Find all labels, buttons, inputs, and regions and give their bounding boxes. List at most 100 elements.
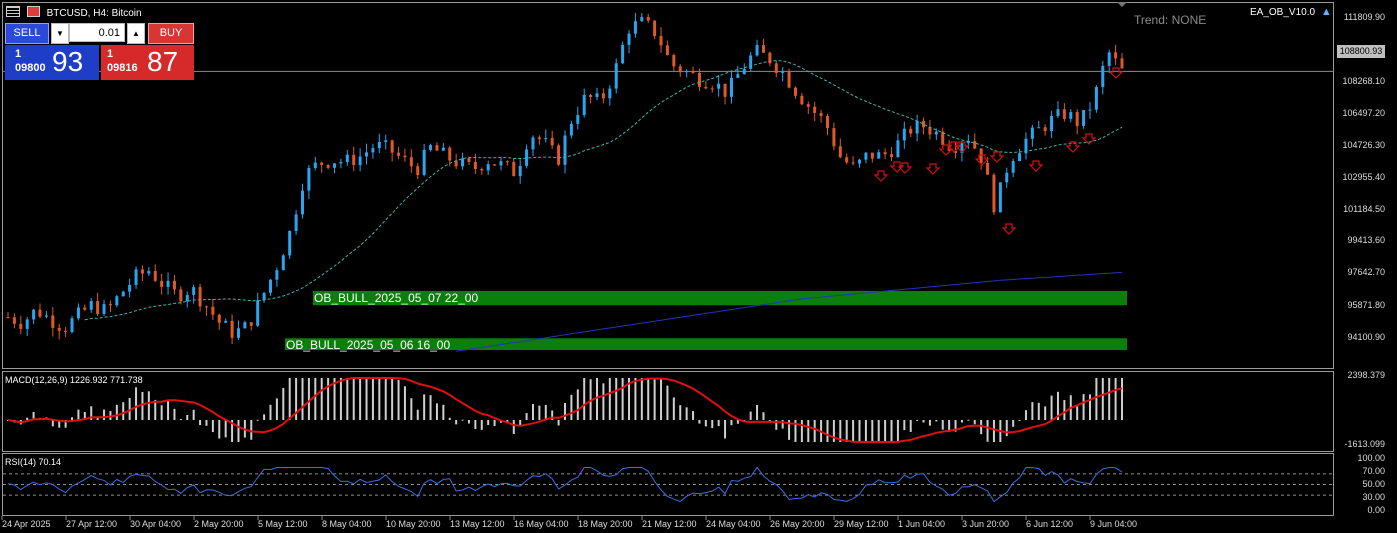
candle-body	[781, 71, 785, 73]
macd-histogram-bar	[698, 420, 701, 424]
candle-body	[1094, 87, 1098, 110]
macd-histogram-bar	[487, 420, 490, 426]
candle-body	[64, 330, 68, 332]
candle-body	[217, 314, 221, 323]
macd-histogram-bar	[807, 420, 810, 442]
candle-body	[147, 271, 151, 274]
macd-histogram-bar	[442, 404, 445, 420]
candle-body	[557, 145, 561, 165]
macd-histogram-bar	[653, 378, 656, 420]
macd-histogram-bar	[839, 420, 842, 442]
candle-body	[646, 16, 650, 21]
macd-histogram-bar	[570, 394, 573, 420]
candle-body	[454, 160, 458, 167]
macd-histogram-bar	[71, 417, 74, 420]
order-block-label-1: OB_BULL_2025_05_07 22_00	[314, 291, 479, 305]
candle-body	[416, 166, 420, 176]
macd-histogram-bar	[986, 420, 989, 442]
candle-body	[1107, 52, 1111, 66]
sell-button[interactable]: SELL	[5, 23, 49, 44]
candle-body	[70, 318, 74, 332]
candle-body	[749, 55, 753, 69]
macd-histogram-bar	[147, 391, 150, 420]
sell-arrow-icon	[1081, 133, 1097, 145]
candle-body	[192, 287, 196, 295]
candle-body	[563, 135, 567, 165]
candle-body	[384, 140, 388, 143]
lot-decrease-button[interactable]: ▼	[51, 23, 69, 44]
macd-histogram-bar	[474, 420, 477, 430]
macd-histogram-bar	[557, 420, 560, 426]
lot-input[interactable]: 0.01	[69, 23, 125, 42]
candle-body	[825, 116, 829, 129]
macd-histogram-bar	[1088, 394, 1091, 420]
candle-body	[493, 164, 497, 166]
candle-body	[1082, 109, 1086, 126]
macd-histogram-bar	[186, 415, 189, 420]
macd-histogram-bar	[391, 378, 394, 420]
price-axis-label: 104726.30	[1342, 140, 1385, 150]
buy-price-panel[interactable]: 1 09816 87	[101, 45, 194, 80]
time-axis-label: 18 May 20:00	[578, 519, 633, 529]
candle-body	[922, 120, 926, 128]
macd-histogram-bar	[307, 378, 310, 420]
candle-body	[512, 161, 516, 177]
macd-histogram-bar	[1063, 400, 1066, 420]
time-axis-label: 8 May 04:00	[322, 519, 372, 529]
macd-histogram-bar	[320, 378, 323, 420]
candle-body	[890, 154, 894, 158]
price-axis-label: 102955.40	[1342, 172, 1385, 182]
candle-body	[6, 317, 10, 319]
macd-histogram-bar	[295, 378, 298, 420]
candle-body	[768, 52, 772, 64]
candle-body	[870, 152, 874, 159]
candle-body	[333, 163, 337, 168]
macd-histogram-bar	[852, 420, 855, 442]
candle-body	[1088, 109, 1092, 111]
macd-histogram-bar	[615, 378, 618, 420]
macd-histogram-bar	[237, 420, 240, 442]
candle-body	[32, 309, 36, 320]
macd-histogram-bar	[135, 387, 138, 420]
rsi-line	[7, 466, 1123, 503]
time-axis-label: 3 Jun 20:00	[962, 519, 1010, 529]
macd-histogram-bar	[64, 420, 67, 428]
lot-increase-button[interactable]: ▲	[127, 23, 145, 44]
candle-body	[486, 164, 490, 171]
macd-histogram-bar	[218, 420, 221, 439]
buy-button[interactable]: BUY	[148, 23, 194, 44]
time-axis-label: 1 Jun 04:00	[898, 519, 946, 529]
candle-body	[550, 138, 554, 146]
candle-body	[339, 162, 343, 164]
time-axis-label: 5 May 12:00	[258, 519, 308, 529]
macd-histogram-bar	[1121, 378, 1123, 420]
macd-histogram-bar	[371, 378, 374, 420]
chart-type-icon	[26, 6, 40, 17]
macd-histogram-bar	[480, 420, 483, 430]
current-price-tag: 108800.93	[1337, 45, 1385, 58]
candle-body	[230, 320, 234, 338]
candle-body	[601, 93, 605, 99]
sell-arrow-icon	[1065, 141, 1081, 153]
candle-body	[518, 165, 522, 177]
sell-price-panel[interactable]: 1 09800 93	[5, 45, 99, 80]
candle-body	[83, 307, 87, 310]
macd-histogram-bar	[231, 420, 234, 442]
candle-body	[172, 280, 176, 290]
candle-body	[1075, 112, 1079, 126]
time-axis-label: 21 May 12:00	[642, 519, 697, 529]
main-panel-frame	[2, 2, 1334, 369]
macd-histogram-bar	[909, 420, 912, 432]
candle-body	[819, 112, 823, 117]
candle-body	[729, 77, 733, 97]
candle-body	[685, 71, 689, 73]
macd-histogram-bar	[461, 419, 464, 421]
macd-histogram-bar	[692, 411, 695, 420]
candle-body	[800, 95, 804, 105]
candle-body	[934, 131, 938, 135]
sell-arrow-icon	[1001, 223, 1017, 235]
sell-arrow-icon	[954, 141, 970, 153]
candle-body	[736, 74, 740, 78]
candle-body	[294, 214, 298, 232]
